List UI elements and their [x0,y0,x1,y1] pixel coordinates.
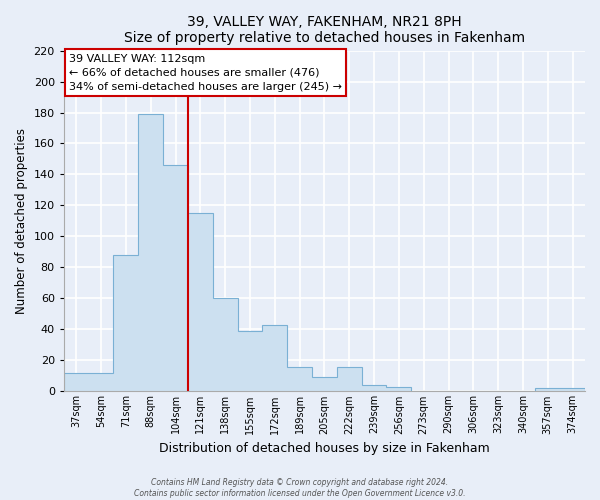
Text: Contains HM Land Registry data © Crown copyright and database right 2024.
Contai: Contains HM Land Registry data © Crown c… [134,478,466,498]
Y-axis label: Number of detached properties: Number of detached properties [15,128,28,314]
Text: 39 VALLEY WAY: 112sqm
← 66% of detached houses are smaller (476)
34% of semi-det: 39 VALLEY WAY: 112sqm ← 66% of detached … [69,54,342,92]
X-axis label: Distribution of detached houses by size in Fakenham: Distribution of detached houses by size … [159,442,490,455]
Title: 39, VALLEY WAY, FAKENHAM, NR21 8PH
Size of property relative to detached houses : 39, VALLEY WAY, FAKENHAM, NR21 8PH Size … [124,15,525,45]
